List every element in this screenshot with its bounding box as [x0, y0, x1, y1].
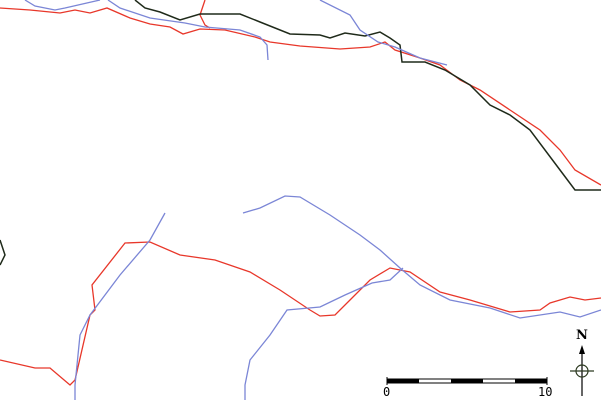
scale-segment [515, 379, 547, 383]
scale-start-label: 0 [383, 385, 391, 399]
boundary-line [134, 0, 601, 191]
scale-segment [451, 379, 483, 383]
compass-label: N [576, 328, 588, 343]
road-line [199, 0, 211, 29]
scale-segment [387, 379, 419, 383]
river-line [24, 0, 101, 11]
scale-end-label: 10 [538, 385, 553, 399]
river-line [107, 0, 269, 61]
river-line [242, 195, 601, 319]
river-line [244, 267, 404, 400]
boundary-line [0, 239, 6, 266]
road-line [0, 241, 601, 386]
road-line [0, 7, 601, 186]
river-line [319, 0, 448, 66]
river-line [74, 212, 166, 400]
